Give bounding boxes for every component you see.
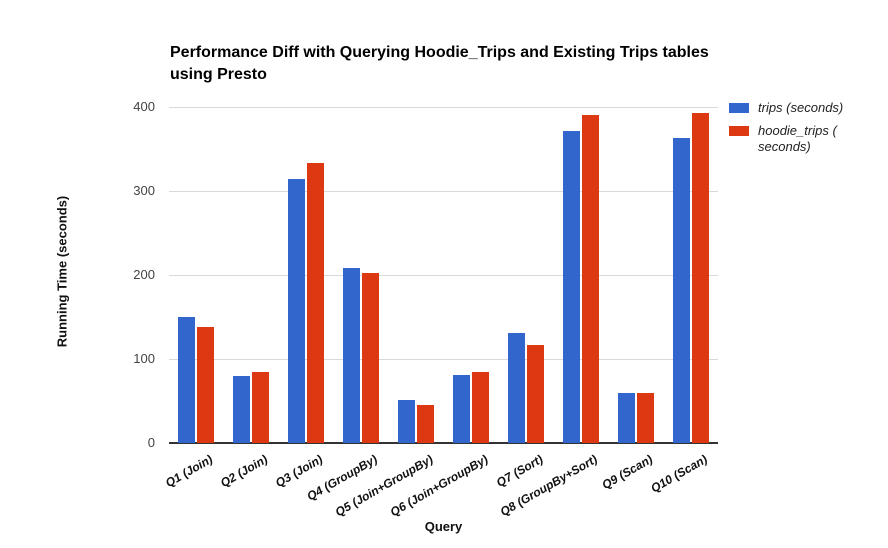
y-tick-label: 300 xyxy=(133,183,155,198)
bar-trips-q1[interactable] xyxy=(178,317,196,443)
bar-trips-q6[interactable] xyxy=(452,374,470,443)
legend-item-trips[interactable]: trips (seconds) xyxy=(729,100,881,116)
bar-hoodie-trips-q4[interactable] xyxy=(362,273,380,443)
y-tick-label: 200 xyxy=(133,267,155,282)
x-tick-label: Q10 (Scan) xyxy=(648,452,710,496)
bar-hoodie-trips-q9[interactable] xyxy=(636,393,654,443)
bar-trips-q8[interactable] xyxy=(562,131,580,443)
y-axis-title: Running Time (seconds) xyxy=(54,195,70,348)
bar-trips-q9[interactable] xyxy=(617,392,635,443)
bar-hoodie-trips-q2[interactable] xyxy=(252,372,270,443)
y-gridline xyxy=(169,107,718,108)
legend-swatch-trips-icon xyxy=(729,103,749,113)
x-tick-label: Q5 (Join+GroupBy) xyxy=(332,452,436,520)
bar-trips-q3[interactable] xyxy=(288,179,306,443)
bar-hoodie-trips-q3[interactable] xyxy=(307,163,325,443)
bar-trips-q4[interactable] xyxy=(343,268,361,443)
x-tick-label: Q1 (Join) xyxy=(163,452,216,491)
legend: trips (seconds) hoodie_trips ( seconds) xyxy=(729,100,881,155)
chart-title-line2: using Presto xyxy=(170,66,267,83)
chart-title-line1: Performance Diff with Querying Hoodie_Tr… xyxy=(170,44,709,61)
x-tick-label: Q8 (GroupBy+Sort) xyxy=(497,452,600,519)
bar-hoodie-trips-q10[interactable] xyxy=(691,112,709,443)
bar-trips-q5[interactable] xyxy=(398,400,416,443)
x-axis-title: Query xyxy=(424,519,463,534)
bar-trips-q7[interactable] xyxy=(507,332,525,443)
bar-hoodie-trips-q8[interactable] xyxy=(581,115,599,443)
chart-title: Performance Diff with Querying Hoodie_Tr… xyxy=(170,42,709,86)
y-tick-label: 0 xyxy=(147,435,155,450)
x-tick-label: Q6 (Join+GroupBy) xyxy=(387,452,490,520)
y-gridline xyxy=(169,275,718,276)
y-tick-label: 100 xyxy=(133,351,155,366)
bar-hoodie-trips-q5[interactable] xyxy=(417,405,435,443)
bar-trips-q10[interactable] xyxy=(672,138,690,443)
bar-hoodie-trips-q1[interactable] xyxy=(197,327,215,443)
legend-label-hoodie-trips: hoodie_trips ( seconds) xyxy=(758,123,837,154)
x-tick-label: Q9 (Scan) xyxy=(599,452,655,493)
x-axis-line xyxy=(169,442,718,444)
legend-label-trips: trips (seconds) xyxy=(758,100,844,115)
legend-item-hoodie-trips[interactable]: hoodie_trips ( seconds) xyxy=(729,123,881,155)
bar-hoodie-trips-q7[interactable] xyxy=(526,344,544,443)
x-tick-label: Q2 (Join) xyxy=(218,452,271,491)
bar-hoodie-trips-q6[interactable] xyxy=(471,371,489,443)
y-gridline xyxy=(169,359,718,360)
legend-swatch-hoodie-trips-icon xyxy=(729,126,749,136)
y-gridline xyxy=(169,191,718,192)
y-tick-label: 400 xyxy=(133,99,155,114)
bar-trips-q2[interactable] xyxy=(233,375,251,443)
